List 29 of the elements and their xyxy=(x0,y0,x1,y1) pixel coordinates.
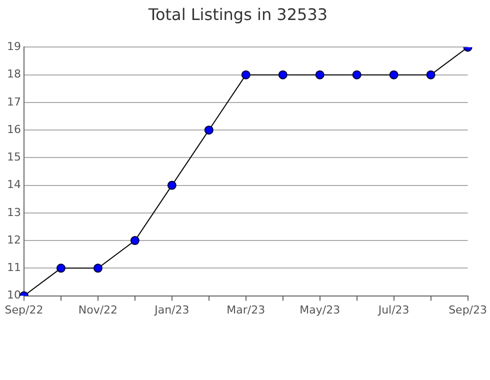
point xyxy=(278,70,288,80)
y-tick-label: 17 xyxy=(6,95,21,108)
chart-title: Total Listings in 32533 xyxy=(147,4,328,24)
y-tick-label: 11 xyxy=(6,261,21,274)
point xyxy=(204,126,214,135)
x-tick-label: Jul/23 xyxy=(377,303,410,316)
y-tick-label: 16 xyxy=(6,122,21,136)
point xyxy=(241,70,250,80)
point xyxy=(315,70,324,80)
x-tick-label: Mar/23 xyxy=(226,303,266,316)
point xyxy=(130,236,140,246)
x-tick-label: May/23 xyxy=(300,303,340,316)
point xyxy=(389,70,398,80)
point xyxy=(352,70,362,80)
y-tick-label: 13 xyxy=(6,206,21,219)
x-tick-label: Sep/22 xyxy=(4,303,44,316)
point xyxy=(167,180,176,190)
y-tick-label: 15 xyxy=(6,150,21,164)
x-tick-label: Jan/23 xyxy=(154,303,190,316)
y-tick-label: 10 xyxy=(6,288,21,302)
y-tick-label: 14 xyxy=(6,178,21,192)
x-tick-label: Sep/23 xyxy=(448,303,487,316)
point xyxy=(56,264,66,273)
y-tick-label: 19 xyxy=(6,40,21,54)
y-tick-label: 12 xyxy=(6,233,21,246)
point xyxy=(93,264,102,273)
y-tick-label: 18 xyxy=(6,68,21,81)
point xyxy=(426,70,436,80)
x-tick-label: Nov/22 xyxy=(78,303,118,316)
